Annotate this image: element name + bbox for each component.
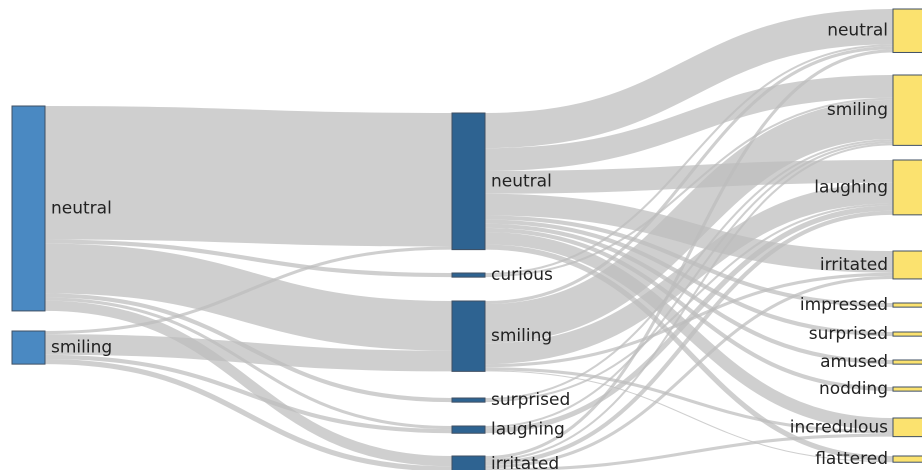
node-s1-smiling bbox=[11, 330, 46, 365]
label-s3-flattered: flattered bbox=[815, 449, 888, 469]
link-s2-irritated-to-s3-irritated bbox=[484, 275, 894, 469]
label-s1-neutral: neutral bbox=[51, 198, 112, 218]
link-s1-neutral-to-s2-laughing bbox=[44, 297, 453, 430]
label-s3-incredulous: incredulous bbox=[790, 417, 888, 437]
node-s3-neutral bbox=[892, 8, 922, 53]
label-s2-neutral: neutral bbox=[491, 171, 552, 191]
link-s2-laughing-to-s3-smiling bbox=[484, 141, 894, 429]
link-s1-neutral-to-s2-curious bbox=[44, 239, 453, 278]
link-s2-irritated-to-s3-smiling bbox=[484, 143, 894, 462]
node-s3-impressed bbox=[892, 302, 922, 308]
link-s2-neutral-to-s3-incredulous bbox=[484, 232, 894, 431]
label-s2-smiling: smiling bbox=[491, 326, 552, 346]
label-s3-smiling: smiling bbox=[827, 100, 888, 120]
link-s2-neutral-to-s3-smiling bbox=[484, 75, 894, 171]
link-s2-neutral-to-s3-flattered bbox=[484, 244, 894, 462]
nodes-layer bbox=[11, 8, 922, 470]
label-s3-laughing: laughing bbox=[814, 177, 888, 197]
link-s1-smiling-to-s2-laughing bbox=[44, 354, 453, 434]
link-s2-neutral-to-s3-neutral bbox=[484, 9, 894, 149]
label-s3-impressed: impressed bbox=[800, 295, 888, 315]
node-s3-smiling bbox=[892, 74, 922, 146]
label-s2-laughing: laughing bbox=[491, 420, 565, 440]
link-s2-irritated-to-s3-incredulous bbox=[484, 433, 894, 470]
links-layer bbox=[44, 9, 894, 470]
label-s2-irritated: irritated bbox=[491, 454, 559, 470]
link-s1-smiling-to-s2-neutral bbox=[44, 246, 453, 335]
link-s1-smiling-to-s2-irritated bbox=[44, 358, 453, 470]
link-s2-smiling-to-s3-incredulous bbox=[484, 367, 894, 434]
node-s2-curious bbox=[451, 272, 486, 278]
node-s2-smiling bbox=[451, 300, 486, 372]
link-s2-smiling-to-s3-smiling bbox=[484, 99, 894, 344]
link-s1-smiling-to-s2-smiling bbox=[44, 334, 453, 372]
label-s3-neutral: neutral bbox=[827, 21, 888, 41]
link-s2-curious-to-s3-smiling bbox=[484, 97, 894, 278]
link-s1-neutral-to-s2-smiling bbox=[44, 243, 453, 351]
node-s3-surprised bbox=[892, 331, 922, 337]
link-s2-smiling-to-s3-laughing bbox=[484, 182, 894, 365]
link-s1-neutral-to-s2-neutral bbox=[44, 106, 453, 247]
labels-layer: neutral smiling neutral curious smiling surpr… bbox=[51, 21, 888, 470]
label-s3-amused: amused bbox=[820, 352, 888, 372]
label-s1-smiling: smiling bbox=[51, 338, 112, 358]
link-s2-laughing-to-s3-laughing bbox=[484, 205, 894, 434]
node-s3-incredulous bbox=[892, 417, 922, 438]
node-s3-laughing bbox=[892, 159, 922, 216]
node-s3-nodding bbox=[892, 386, 922, 392]
link-s2-surprised-to-s3-smiling bbox=[484, 139, 894, 401]
link-s1-neutral-to-s2-irritated bbox=[44, 300, 453, 467]
link-s2-irritated-to-s3-laughing bbox=[484, 210, 894, 466]
node-s3-irritated bbox=[892, 250, 922, 280]
node-s3-amused bbox=[892, 359, 922, 365]
link-s2-smiling-to-s3-flattered bbox=[484, 370, 894, 463]
label-s2-surprised: surprised bbox=[491, 390, 570, 410]
label-s2-curious: curious bbox=[491, 265, 553, 285]
node-s2-surprised bbox=[451, 397, 486, 403]
link-s2-irritated-to-s3-neutral bbox=[484, 49, 894, 460]
node-s2-irritated bbox=[451, 455, 486, 470]
label-s3-nodding: nodding bbox=[819, 379, 888, 399]
link-s2-neutral-to-s3-amused bbox=[484, 223, 894, 365]
node-s3-flattered bbox=[892, 455, 922, 463]
label-s3-surprised: surprised bbox=[809, 324, 888, 344]
node-s2-neutral bbox=[451, 112, 486, 251]
node-s1-neutral bbox=[11, 105, 46, 312]
link-s2-smiling-to-s3-neutral bbox=[484, 46, 894, 305]
label-s3-irritated: irritated bbox=[820, 255, 888, 275]
link-s2-neutral-to-s3-nodding bbox=[484, 227, 894, 392]
node-s2-laughing bbox=[451, 425, 486, 434]
link-s2-curious-to-s3-neutral bbox=[484, 44, 894, 276]
